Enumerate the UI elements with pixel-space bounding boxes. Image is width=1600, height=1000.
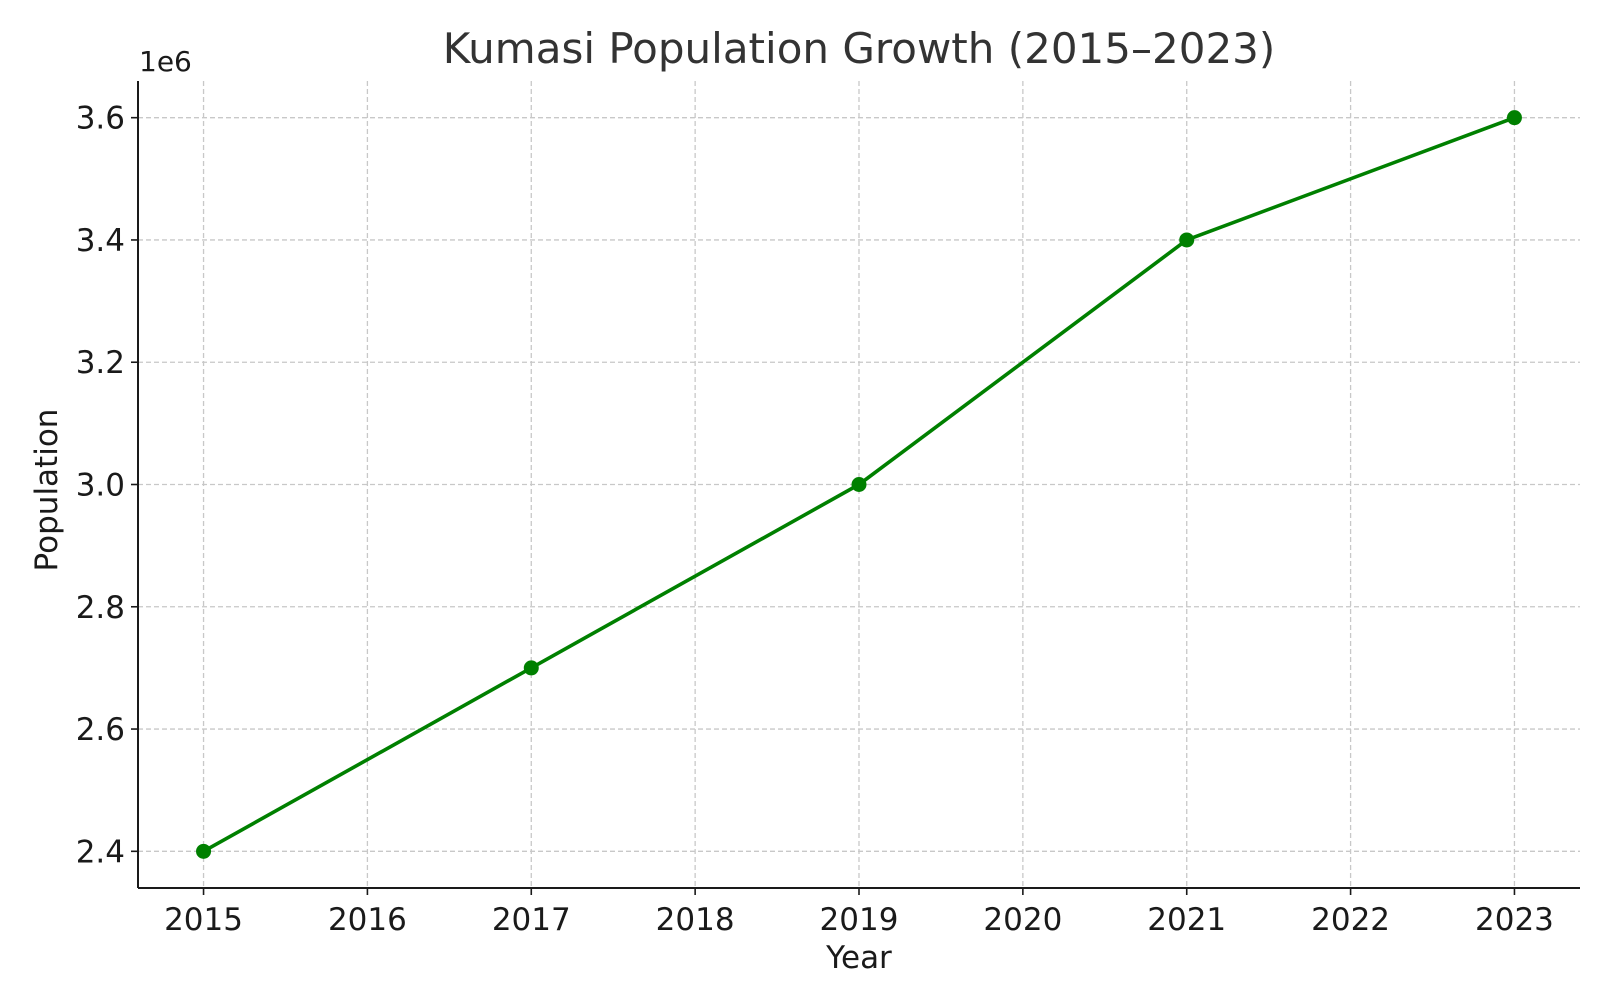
y-tick-label: 2.6: [76, 712, 125, 748]
data-point: [196, 843, 212, 859]
x-tick-label: 2016: [328, 902, 407, 938]
y-tick-label: 2.8: [76, 590, 125, 626]
y-tick-label: 3.0: [76, 468, 125, 504]
y-tick-label: 3.4: [76, 223, 125, 259]
y-axis-offset-label: 1e6: [139, 45, 192, 78]
x-tick-label: 2015: [164, 902, 243, 938]
grid-lines: [138, 81, 1580, 888]
data-point: [523, 660, 539, 676]
data-point: [851, 477, 867, 492]
y-axis-label: Population: [29, 409, 65, 572]
x-axis-label: Year: [825, 940, 892, 976]
y-tick-label: 3.6: [76, 101, 125, 137]
y-tick-label: 2.4: [76, 834, 125, 870]
x-tick-label: 2020: [983, 902, 1062, 938]
x-tick-label: 2023: [1475, 902, 1554, 938]
data-point: [1506, 110, 1522, 126]
data-point: [1179, 232, 1195, 248]
x-tick-label: 2022: [1311, 902, 1390, 938]
chart-title: Kumasi Population Growth (2015–2023): [443, 24, 1276, 73]
x-tick-label: 2021: [1147, 902, 1226, 938]
series-layer: [196, 110, 1522, 859]
x-tick-label: 2018: [656, 902, 735, 938]
x-tick-label: 2017: [492, 902, 571, 938]
x-tick-label: 2019: [820, 902, 899, 938]
y-tick-label: 3.2: [76, 345, 125, 381]
axis-ticks: 2015 2016 2017 2018 2019 2020 2021 2022 2023 2.4 2…: [76, 101, 1554, 938]
